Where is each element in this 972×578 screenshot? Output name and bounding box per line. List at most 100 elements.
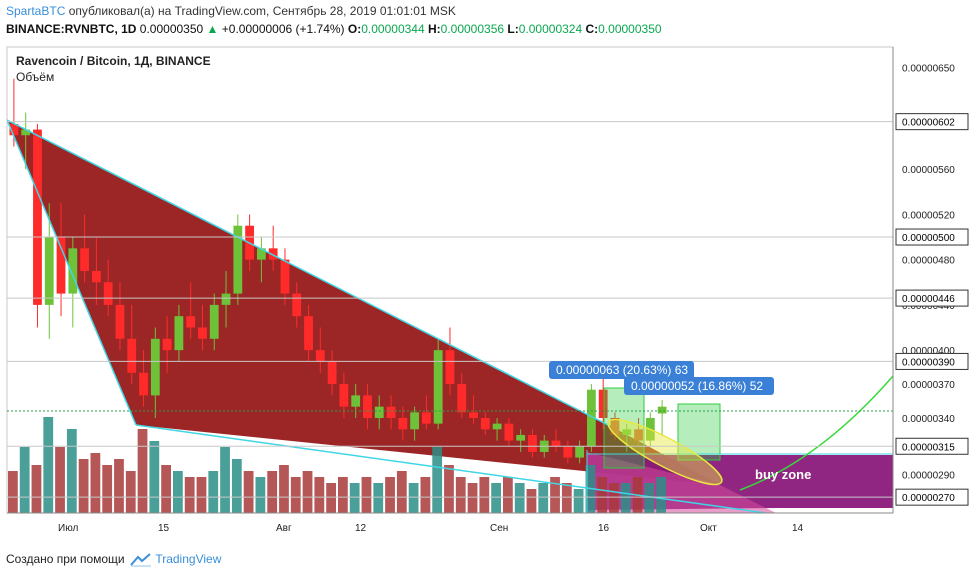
candle[interactable] [257,237,266,283]
volume-bar [609,483,619,513]
candle-body [139,372,148,396]
candle[interactable] [363,384,372,430]
candle[interactable] [492,417,502,441]
candle[interactable] [634,417,643,447]
volume-bar [255,477,266,513]
footer-brand[interactable]: TradingView [155,552,222,566]
volume-bar [173,471,183,513]
candle-body [610,417,620,435]
y-tick-label: 0.00000480 [902,256,955,267]
candle[interactable] [374,395,384,430]
candle[interactable] [551,429,561,452]
candle[interactable] [422,395,431,430]
candle[interactable] [457,372,467,418]
footer-text: Создано при помощи [6,552,125,566]
volume-bar [302,471,313,513]
level-price-tag [895,488,969,506]
candle-body [622,429,632,435]
candle-body [410,412,419,430]
candle-body [445,350,455,385]
candle[interactable] [233,214,243,305]
candle[interactable] [56,203,66,317]
author-name[interactable]: SpartaBTC [6,4,66,18]
candle[interactable] [198,304,207,351]
level-price-label: 0.00000270 [902,493,955,504]
candle-body [386,406,396,418]
candle-body [174,316,184,351]
volume-bar [620,483,631,513]
measure-callout-2[interactable] [624,377,774,395]
breakout-ellipse [607,418,723,486]
y-tick-label: 0.00000290 [902,471,955,482]
candle[interactable] [480,412,490,435]
candle[interactable] [386,395,396,430]
candle[interactable] [433,338,443,430]
left-trendline[interactable] [7,119,137,426]
lower-trendline[interactable] [135,424,780,515]
volume-bar [31,465,42,513]
candle[interactable] [657,399,667,437]
candle[interactable] [174,304,184,362]
candle[interactable] [304,304,313,362]
candle[interactable] [280,248,290,305]
candle[interactable] [33,123,42,328]
volume-bar [196,477,207,513]
volume-bar [514,483,525,513]
candle[interactable] [139,350,148,407]
candle-body [587,389,596,447]
upper-trendline[interactable] [7,119,611,427]
candle[interactable] [292,282,302,328]
candle[interactable] [186,282,196,339]
candle[interactable] [351,384,361,418]
candle[interactable] [575,440,584,464]
candle[interactable] [162,316,172,373]
high-value: 0.00000356 [440,22,505,36]
volume-bar [432,447,443,513]
candle[interactable] [587,384,596,452]
candle[interactable] [469,395,478,424]
measure-callout-1[interactable] [549,361,694,379]
level-price-tag [895,113,969,131]
candle-body [198,327,207,339]
volume-bar [326,483,336,513]
candle[interactable] [563,440,573,464]
candle[interactable] [127,304,137,385]
candle-body [480,417,490,430]
candle[interactable] [516,429,526,452]
candle[interactable] [398,406,408,441]
candle[interactable] [103,259,113,317]
candle[interactable] [598,378,608,430]
candle[interactable] [221,270,231,328]
candle[interactable] [410,406,419,441]
candle-body [657,406,667,414]
candle[interactable] [80,214,89,283]
candle[interactable] [622,423,632,452]
candle[interactable] [92,237,101,305]
candle[interactable] [209,293,219,351]
symbol-label: BINANCE:RVNBTC, 1D [6,22,137,36]
volume-bar [137,429,148,513]
candle[interactable] [315,327,325,373]
candle-body [422,412,431,424]
price-chart[interactable]: 0.00000650 0.00000560 0.00000520 0.00000480… [0,40,972,545]
candle-body [339,384,349,407]
candle-body [92,270,101,283]
candle[interactable] [528,429,537,458]
volume-bar [455,477,466,513]
candle-body [80,248,89,271]
projection-box-2 [677,403,721,461]
candle[interactable] [44,203,54,339]
candle[interactable] [339,372,349,418]
candle[interactable] [504,417,514,447]
volume-bar [444,465,454,513]
candle[interactable] [115,282,125,351]
candle[interactable] [150,327,160,418]
candle[interactable] [610,412,620,441]
candle-body [268,248,278,260]
candle[interactable] [327,350,337,396]
candle-body [162,338,172,351]
candle[interactable] [68,237,78,328]
volume-bar [656,477,666,513]
low-label: L: [507,22,519,36]
candle[interactable] [268,225,278,271]
